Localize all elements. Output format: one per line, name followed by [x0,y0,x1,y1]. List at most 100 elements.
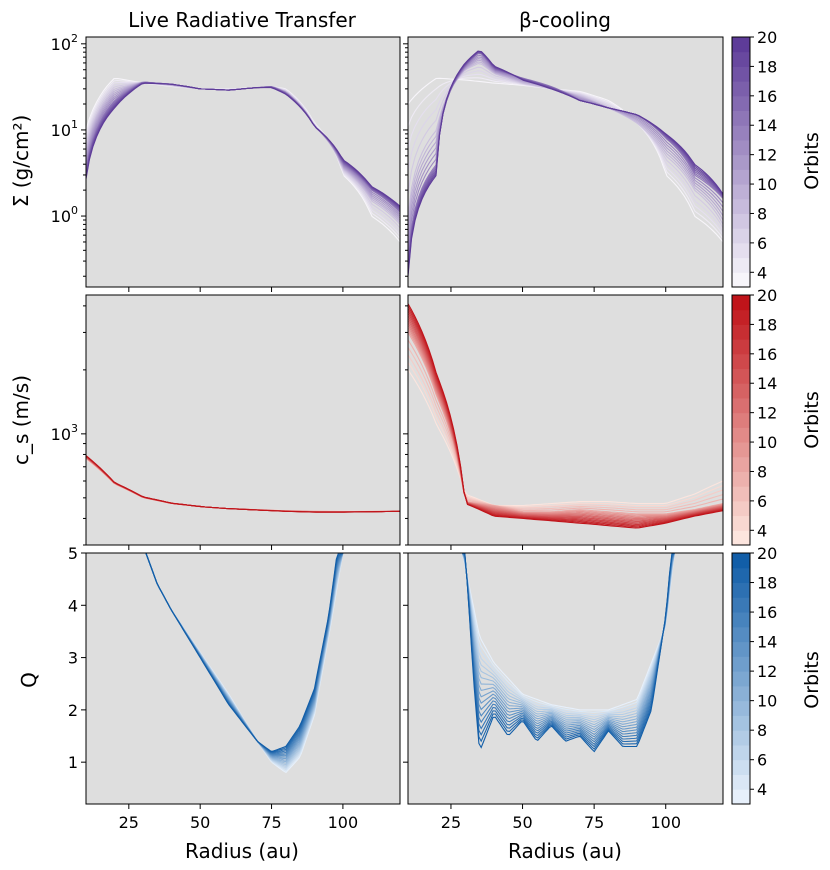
colorbar-tick-label: 14 [757,116,777,135]
y-tick-exponent: 3 [71,422,78,435]
colorbar-tick-label: 12 [757,404,777,423]
series-line-orbit-20 [462,553,675,753]
colorbar-segment [732,656,750,672]
colorbar-segment [732,471,750,487]
colorbar-segment [732,184,750,200]
colorbar-tick-label: 14 [757,633,777,652]
colorbar-label-q: Orbits [801,651,823,708]
y-tick-label: 3 [68,649,78,668]
colorbar-segment [732,626,750,643]
colorbar-tick-label: 10 [757,433,777,452]
colorbar-tick-label: 12 [757,146,777,165]
colorbar-segment [732,125,750,141]
colorbar-segment [732,671,750,687]
series-line-orbit-14 [461,553,675,738]
series-line-orbit-20 [145,553,343,752]
series-line-orbit-11 [461,553,675,731]
axes-frame [85,294,401,546]
axes-frame [407,36,724,288]
colorbar-segment [732,582,750,598]
colorbar-tick-label: 8 [757,721,767,740]
series-line-orbit-15 [461,553,675,741]
x-tick-label: 100 [328,813,359,832]
y-tick-label: 5 [68,544,78,563]
series-line-orbit-10 [461,553,675,728]
series-group [408,303,723,529]
colorbar-segment [732,154,750,170]
colorbar-frame [731,294,751,546]
colorbar-segment [732,110,750,126]
colorbar-segment [732,228,750,244]
colorbar-segment [732,442,750,458]
colorbar-segment [732,95,750,112]
x-tick-label: 25 [119,813,139,832]
plot-area-bg [408,295,723,545]
colorbar-label-cs: Orbits [801,391,823,448]
series-line-orbit-20 [408,303,723,529]
colorbar-segment [732,715,750,731]
colorbar-segment [732,368,750,384]
colorbar-segment [732,169,750,185]
colorbar-tick-label: 14 [757,374,777,393]
series-line-orbit-5 [461,553,675,716]
colorbar-segment [732,198,750,214]
colorbar-blues: 4 6 8 10 12 14 16 18 20 [731,544,777,805]
plot-area-bg [86,553,400,804]
colorbar-frame [731,36,751,288]
colorbar-tick-label: 20 [757,544,777,563]
y-tick-label: 101 [51,118,78,140]
x-tick-label: 50 [512,813,532,832]
panel-cs-beta [403,294,724,550]
series-group [461,553,675,753]
axes-frame [85,552,401,805]
colorbar-purples: 4 6 8 10 12 14 16 18 20 [731,28,777,288]
xlabel-beta: Radius (au) [508,839,622,863]
y-tick-label: 103 [51,422,78,444]
colorbar-segment [732,295,750,311]
ylabel-q: Q [17,672,41,688]
colorbar-segment [732,685,750,702]
colorbar-segment [732,139,750,156]
series-line-orbit-7 [461,553,675,721]
colorbar-segment [732,412,750,428]
colorbar-segment [732,37,750,53]
colorbar-segment [732,789,750,805]
colorbar-segment [732,81,750,97]
colorbar-tick-label: 4 [757,780,767,799]
colorbar-tick-label: 16 [757,603,777,622]
series-line-orbit-6 [461,553,675,718]
colorbar-segment [732,774,750,790]
panel-sigma-beta [403,36,724,292]
colorbar-segment [732,427,750,443]
colorbar-segment [732,641,750,657]
colorbar-segment [732,612,750,628]
colorbar-segment [732,257,750,273]
series-group [86,455,400,513]
series-line-orbit-13 [461,553,675,736]
colorbar-segment [732,744,750,761]
colorbar-tick-label: 16 [757,345,777,364]
colorbar-tick-label: 18 [757,574,777,593]
colorbar-tick-label: 20 [757,28,777,47]
panel-q-beta: 25 50 75 100 [403,552,724,832]
panel-q-live: 25 50 75 100 1 2 3 4 5 [68,544,401,832]
ylabel-cs: c_s (m/s) [9,375,33,465]
colorbar-frame [731,552,751,805]
x-tick-label: 50 [190,813,210,832]
x-tick-label: 75 [261,813,281,832]
x-tick-label: 25 [441,813,461,832]
series-line-orbit-12 [461,553,675,733]
series-group [145,553,344,774]
series-line-orbit-19 [462,553,675,750]
colorbar-segment [732,397,750,414]
plot-area-bg [408,553,723,804]
colorbar-segment [732,486,750,502]
colorbar-segment [732,242,750,259]
colorbar-tick-label: 10 [757,692,777,711]
colorbar-segment [732,700,750,716]
colorbar-tick-label: 6 [757,751,767,770]
y-tick-label: 100 [51,204,78,226]
colorbar-tick-label: 8 [757,462,767,481]
